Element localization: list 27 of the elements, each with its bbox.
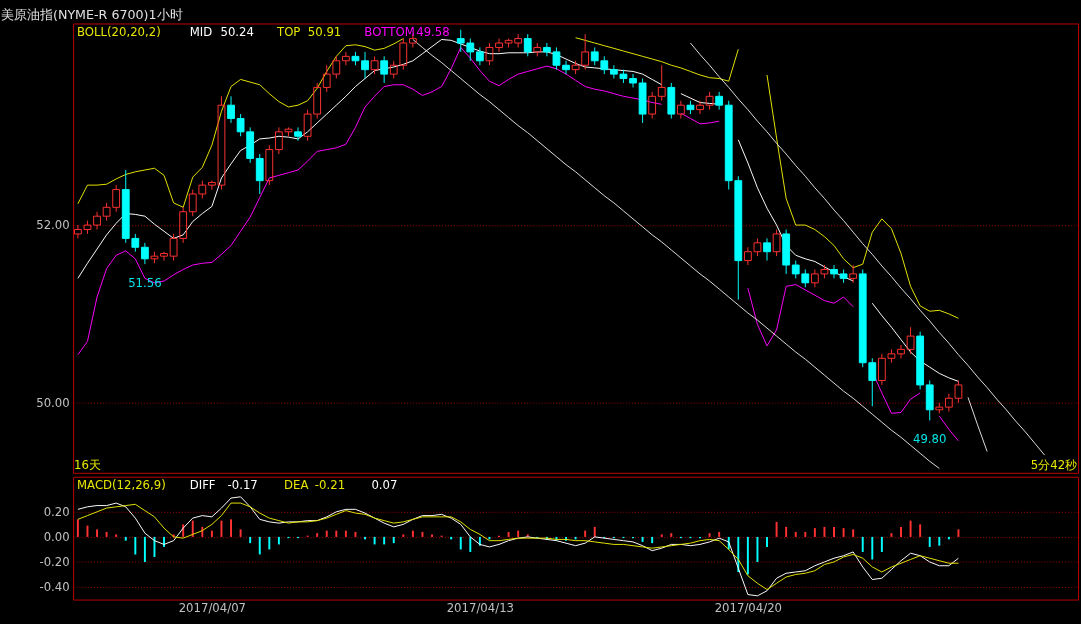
annotation: 50.91 [307,25,342,40]
annotation: -0.21 [314,478,346,493]
y-tick-label: -0.20 [39,555,70,570]
annotation: 49.80 [912,431,947,446]
text: TOP [276,25,301,40]
annotation: 51.56 [128,275,162,290]
annotation: -0.17 [227,478,258,493]
text: DEA [284,478,309,493]
x-tick-label: 2017/04/07 [178,600,247,615]
annotation: 5分42秒 [1030,457,1078,472]
annotation: 16天 [74,457,101,472]
text: BOTTOM [364,25,415,40]
text: MID [189,25,213,40]
y-tick-label: 52.00 [36,218,70,233]
annotation: MACD(12,26,9) [77,478,166,493]
annotation: 50.24 [220,25,254,40]
y-tick-label: 0.20 [43,505,70,520]
x-tick-label: 2017/04/20 [714,600,783,615]
annotation: 0.07 [371,478,398,493]
y-tick-label: 50.00 [36,396,70,411]
chart-title: 美原油指(NYME-R 6700)1小时 [0,6,183,22]
y-tick-label: -0.40 [39,580,70,595]
series-label: DIFF [189,478,216,493]
x-tick-label: 2017/04/13 [446,600,515,615]
annotation: 49.58 [416,25,450,40]
y-tick-label: 0.00 [43,530,70,545]
annotation: BOLL(20,20,2) [77,25,161,40]
